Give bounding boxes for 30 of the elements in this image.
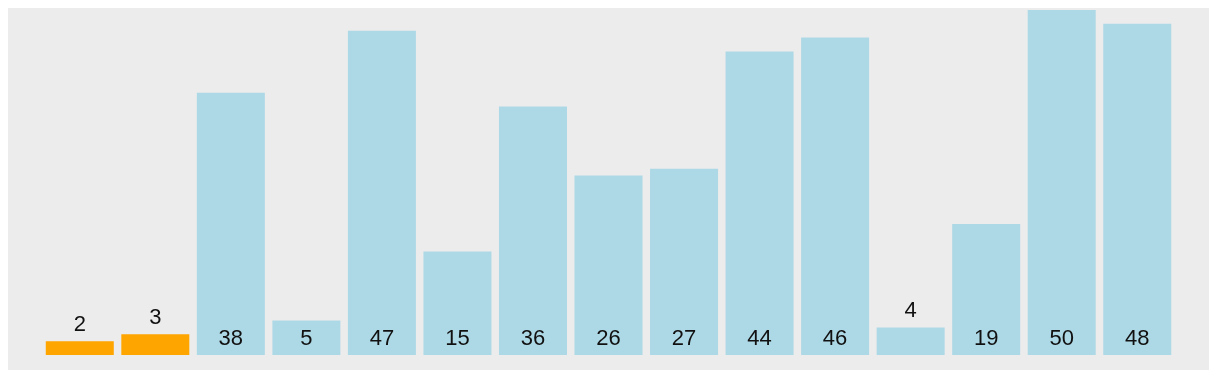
data-label: 26 (596, 325, 621, 350)
data-label: 44 (747, 325, 772, 350)
bar (498, 106, 567, 355)
bar (423, 251, 492, 355)
bar (196, 92, 265, 355)
data-label: 15 (445, 325, 470, 350)
bar (272, 320, 341, 355)
data-label: 47 (369, 325, 395, 350)
data-label: 36 (520, 325, 546, 350)
data-label: 4 (904, 297, 917, 323)
data-label: 48 (1125, 325, 1150, 350)
bar (725, 51, 794, 355)
bar (650, 168, 719, 355)
data-label: 5 (300, 325, 313, 350)
bar (1027, 10, 1096, 355)
data-label: 50 (1049, 325, 1074, 350)
data-label: 2 (73, 311, 86, 337)
bar (952, 223, 1021, 355)
bar (1103, 23, 1172, 355)
bar (121, 334, 190, 355)
data-label: 3 (149, 304, 162, 330)
data-label: 46 (822, 325, 848, 350)
bar (574, 175, 643, 355)
bar (45, 341, 114, 355)
data-label: 27 (671, 325, 697, 350)
bar (801, 37, 870, 355)
bar (347, 30, 416, 355)
bar (876, 327, 945, 355)
data-label: 38 (218, 325, 244, 350)
data-label: 19 (973, 325, 999, 350)
